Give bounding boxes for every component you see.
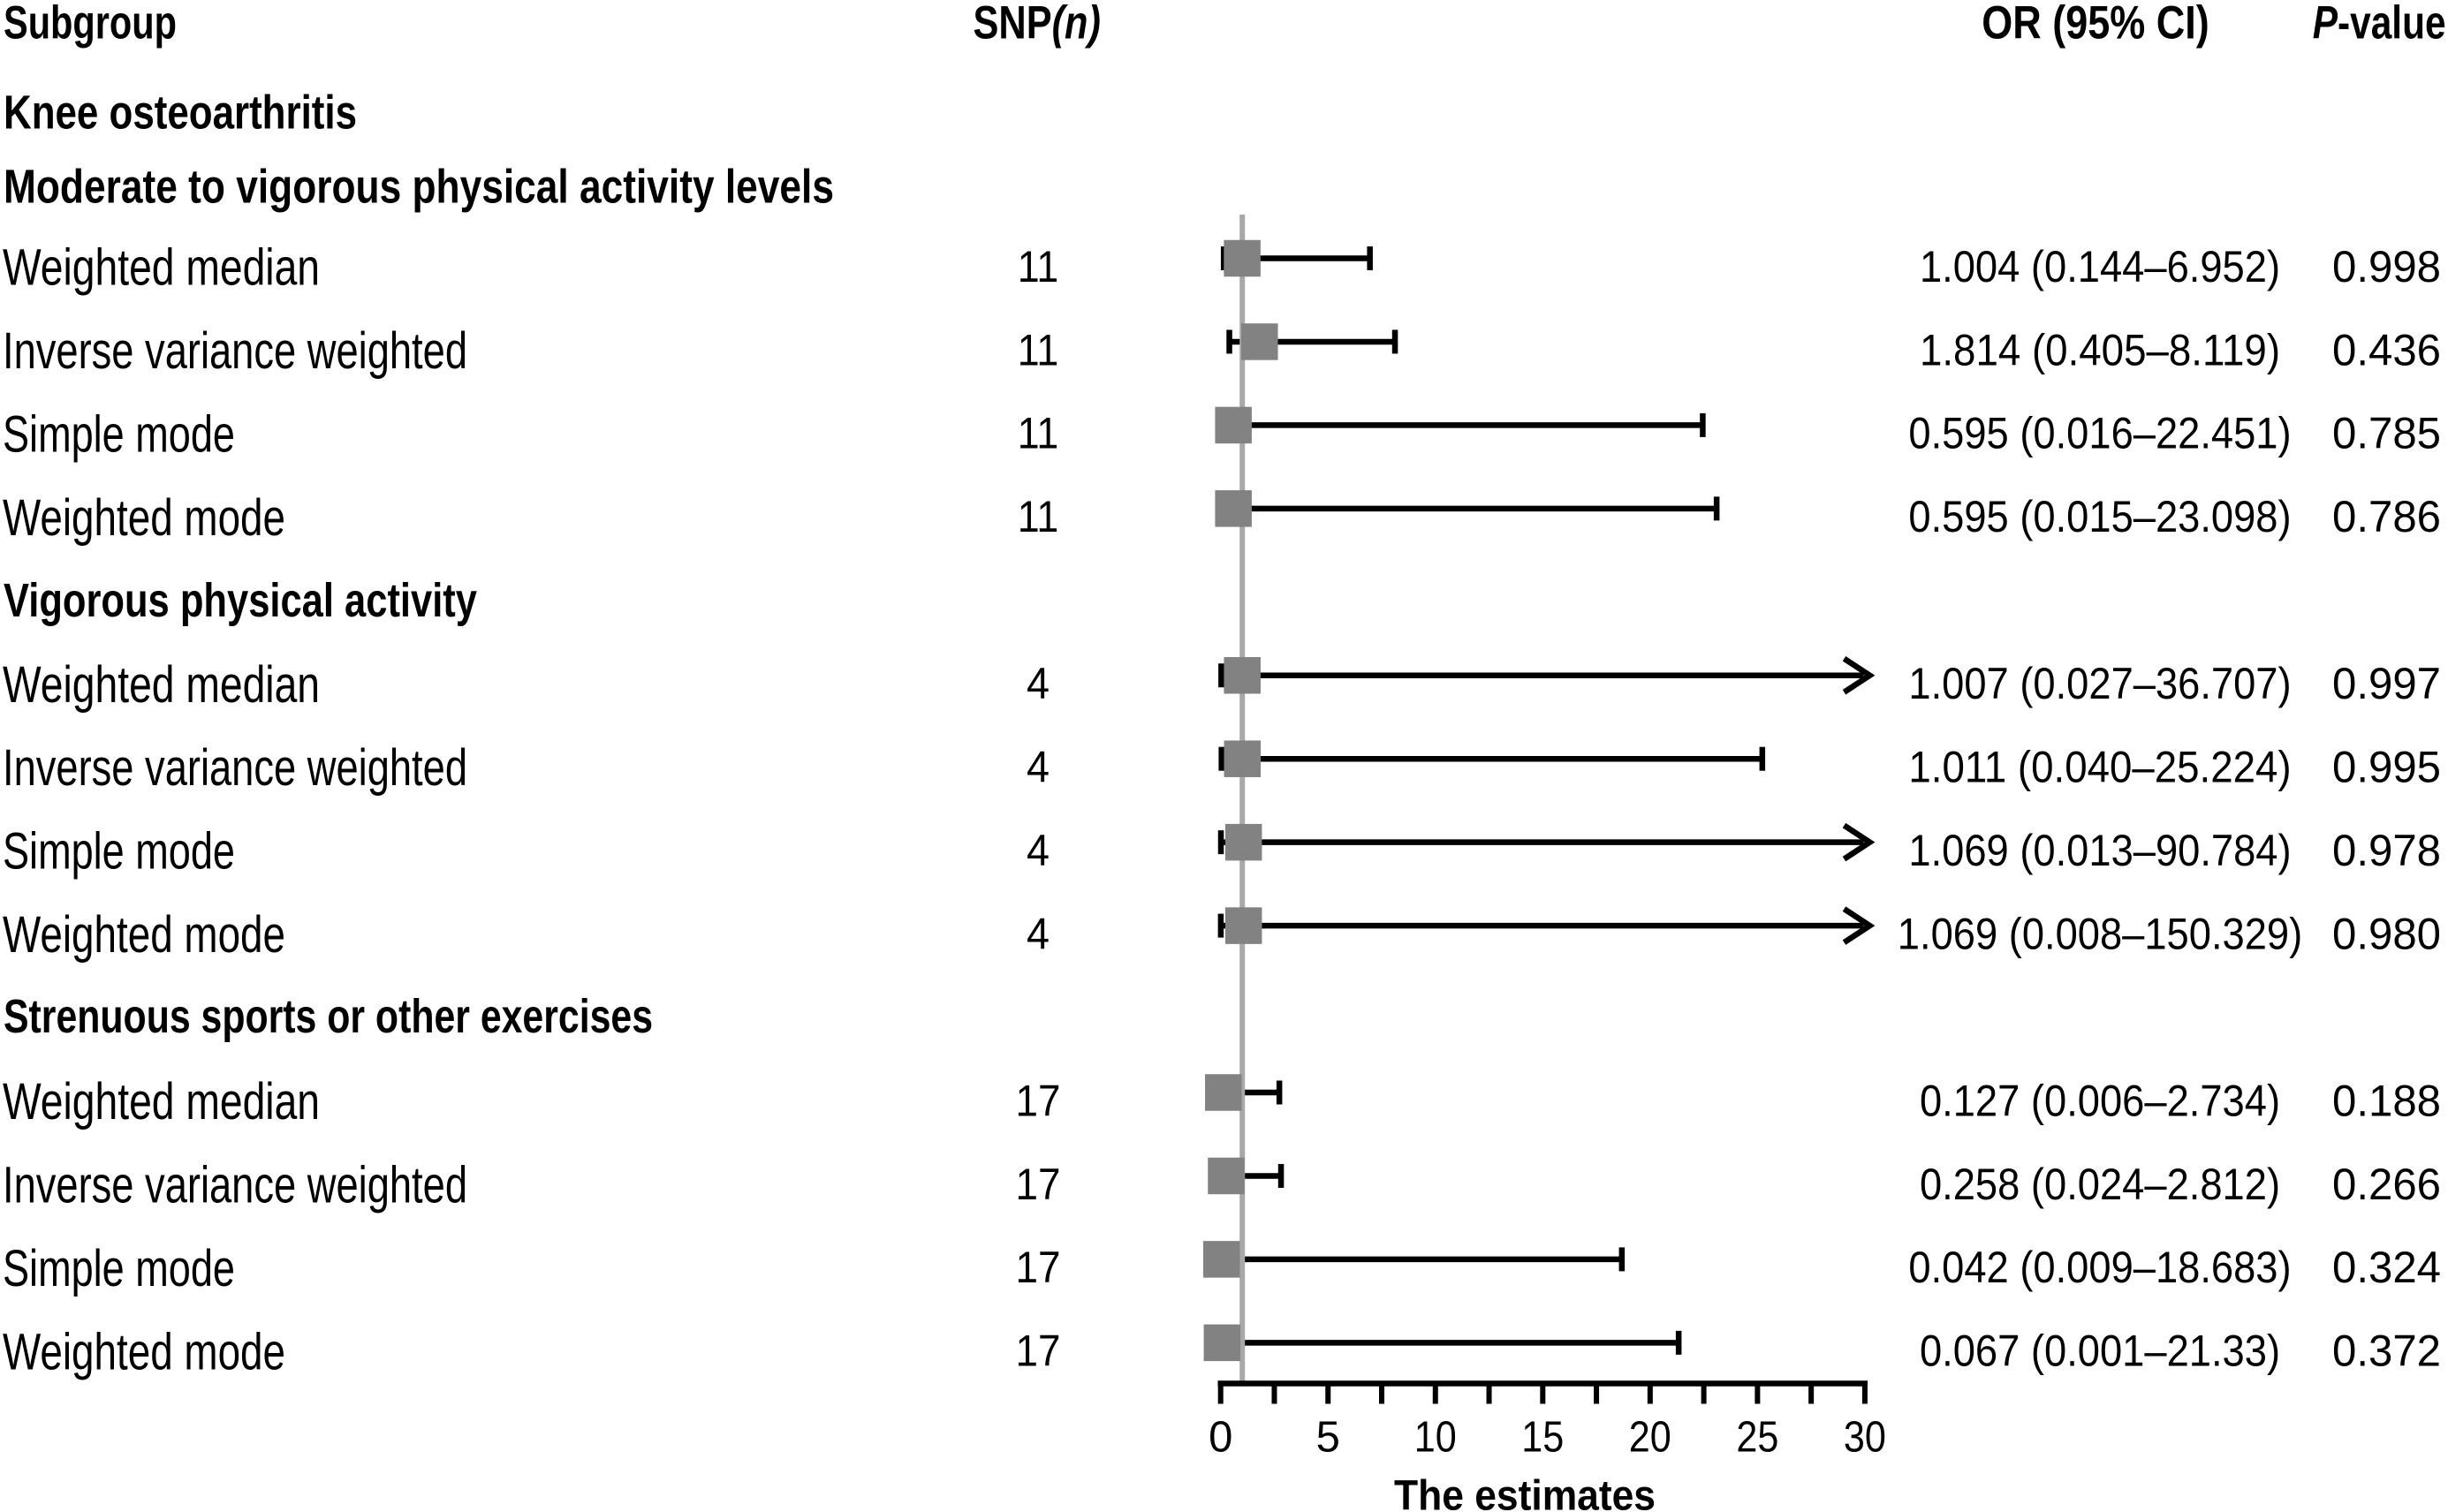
svg-text:10: 10 xyxy=(1414,1414,1457,1462)
svg-text:15: 15 xyxy=(1521,1414,1564,1462)
svg-text:4: 4 xyxy=(1027,659,1050,708)
svg-text:17: 17 xyxy=(1016,1327,1061,1376)
svg-text:Weighted mode: Weighted mode xyxy=(3,906,285,964)
svg-text:17: 17 xyxy=(1016,1160,1061,1209)
svg-text:Simple mode: Simple mode xyxy=(3,823,235,881)
svg-text:17: 17 xyxy=(1016,1076,1061,1125)
svg-text:Inverse variance weighted: Inverse variance weighted xyxy=(3,322,467,380)
svg-text:25: 25 xyxy=(1736,1414,1778,1462)
svg-text:4: 4 xyxy=(1027,743,1050,792)
svg-text:0.595 (0.016–22.451): 0.595 (0.016–22.451) xyxy=(1908,409,2291,458)
svg-text:0.127 (0.006–2.734): 0.127 (0.006–2.734) xyxy=(1920,1076,2280,1125)
svg-text:0.786: 0.786 xyxy=(2332,492,2441,541)
svg-text:Weighted median: Weighted median xyxy=(3,1073,320,1130)
svg-text:1.007 (0.027–36.707): 1.007 (0.027–36.707) xyxy=(1908,659,2291,708)
svg-text:0.980: 0.980 xyxy=(2332,909,2441,958)
svg-text:(n): (n) xyxy=(1052,0,1101,49)
svg-text:P: P xyxy=(2313,0,2338,49)
svg-text:OR (95% CI): OR (95% CI) xyxy=(1982,0,2209,49)
svg-text:Strenuous sports or other exer: Strenuous sports or other exercises xyxy=(4,990,653,1043)
svg-text:11: 11 xyxy=(1018,242,1059,291)
svg-text:0: 0 xyxy=(1209,1414,1232,1462)
svg-text:0.324: 0.324 xyxy=(2332,1243,2441,1292)
svg-text:1.814 (0.405–8.119): 1.814 (0.405–8.119) xyxy=(1920,325,2280,374)
svg-text:Weighted median: Weighted median xyxy=(3,656,320,714)
svg-text:11: 11 xyxy=(1018,492,1059,541)
svg-text:4: 4 xyxy=(1027,909,1050,958)
svg-text:Simple mode: Simple mode xyxy=(3,405,235,463)
svg-text:5: 5 xyxy=(1316,1414,1340,1462)
svg-text:Weighted median: Weighted median xyxy=(3,239,320,297)
svg-text:0.998: 0.998 xyxy=(2332,242,2441,291)
svg-text:Simple mode: Simple mode xyxy=(3,1240,235,1297)
svg-text:0.997: 0.997 xyxy=(2332,659,2441,708)
svg-text:20: 20 xyxy=(1629,1414,1671,1462)
svg-text:Inverse variance weighted: Inverse variance weighted xyxy=(3,1156,467,1213)
svg-text:11: 11 xyxy=(1018,325,1059,374)
svg-text:0.188: 0.188 xyxy=(2332,1076,2441,1125)
svg-text:Inverse variance weighted: Inverse variance weighted xyxy=(3,739,467,797)
svg-text:1.011 (0.040–25.224): 1.011 (0.040–25.224) xyxy=(1908,743,2291,792)
svg-text:Vigorous physical activity: Vigorous physical activity xyxy=(4,574,477,627)
svg-text:1.004 (0.144–6.952): 1.004 (0.144–6.952) xyxy=(1920,242,2280,291)
svg-text:1.069 (0.008–150.329): 1.069 (0.008–150.329) xyxy=(1898,909,2302,958)
svg-text:Moderate to vigorous physical: Moderate to vigorous physical activity l… xyxy=(4,160,834,213)
svg-text:4: 4 xyxy=(1027,826,1050,875)
svg-text:0.258 (0.024–2.812): 0.258 (0.024–2.812) xyxy=(1920,1160,2280,1209)
svg-text:Subgroup: Subgroup xyxy=(4,0,177,49)
svg-text:SNP: SNP xyxy=(974,0,1052,49)
svg-text:Knee osteoarthritis: Knee osteoarthritis xyxy=(4,86,357,139)
svg-text:11: 11 xyxy=(1018,409,1059,458)
svg-text:0.995: 0.995 xyxy=(2332,743,2441,792)
svg-text:0.042 (0.009–18.683): 0.042 (0.009–18.683) xyxy=(1908,1243,2291,1292)
svg-text:0.266: 0.266 xyxy=(2332,1160,2441,1209)
svg-text:Weighted mode: Weighted mode xyxy=(3,1323,285,1380)
svg-text:-value: -value xyxy=(2338,0,2446,49)
svg-text:0.785: 0.785 xyxy=(2332,409,2441,458)
svg-text:The estimates: The estimates xyxy=(1394,1473,1656,1512)
svg-text:17: 17 xyxy=(1016,1243,1061,1292)
svg-text:1.069 (0.013–90.784): 1.069 (0.013–90.784) xyxy=(1908,826,2291,875)
svg-text:0.372: 0.372 xyxy=(2332,1327,2441,1376)
svg-text:0.978: 0.978 xyxy=(2332,826,2441,875)
svg-text:0.436: 0.436 xyxy=(2332,325,2441,374)
svg-text:0.595 (0.015–23.098): 0.595 (0.015–23.098) xyxy=(1908,492,2291,541)
svg-text:0.067 (0.001–21.33): 0.067 (0.001–21.33) xyxy=(1920,1327,2280,1376)
svg-text:Weighted mode: Weighted mode xyxy=(3,489,285,547)
svg-text:30: 30 xyxy=(1844,1414,1886,1462)
